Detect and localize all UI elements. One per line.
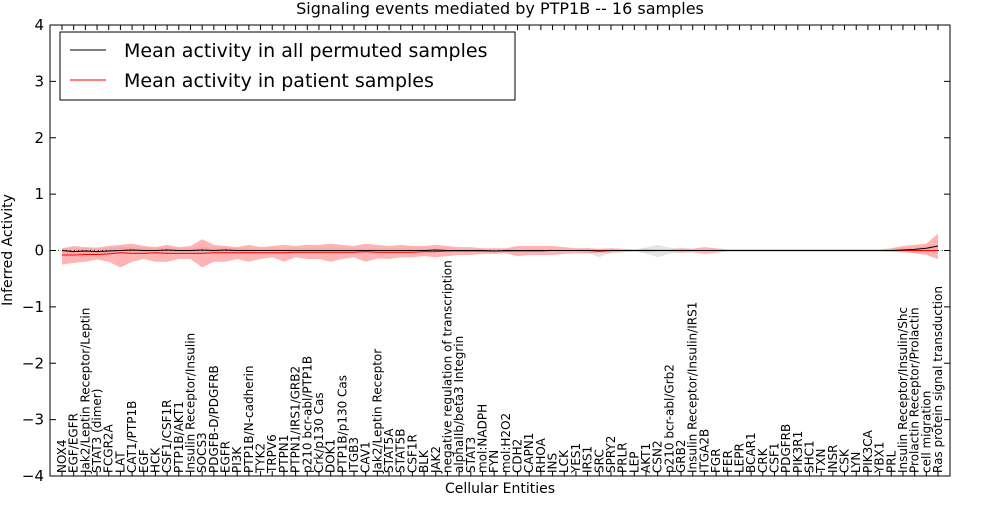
x-tick-label: Insulin Receptor/Insulin/Shc [896, 307, 910, 473]
x-tick-label: PTP1B/AKT1 [172, 401, 186, 473]
x-tick-label: CRK [756, 447, 770, 473]
x-tick-label: mol:NADPH [475, 404, 489, 473]
x-tick-label: AKT1 [639, 443, 653, 473]
x-tick-label: Jak2/Leptin Receptor/Leptin [78, 308, 92, 474]
x-tick-label: NOX4 [55, 439, 69, 473]
x-tick-label: CDH2 [511, 439, 525, 473]
x-tick-label: PRLR [616, 442, 630, 473]
x-tick-label: PTPN1/IRS1/GRB2 [289, 366, 303, 473]
x-tick-label: SPRY2 [604, 436, 618, 473]
y-tick-label: −4 [22, 467, 44, 485]
x-tick-label: CSF1/CSF1R [160, 400, 174, 473]
x-tick-label: YBX1 [873, 442, 887, 474]
legend: Mean activity in all permuted samples Me… [59, 31, 516, 101]
x-tick-label: Ras protein signal transduction [931, 286, 945, 473]
x-tick-label: SOCS3 [195, 432, 209, 473]
x-tick-label: STAT5A [382, 428, 396, 473]
x-tick-label: CSF1R [405, 434, 419, 473]
legend-box [59, 31, 516, 101]
x-tick-label: BLK [417, 449, 431, 473]
x-tick-label: SRC [592, 449, 606, 473]
x-tick-label: LEP [627, 451, 641, 473]
y-tick-label: 2 [34, 129, 44, 147]
x-tick-label: HCK [148, 447, 162, 473]
x-tick-label: GRB2 [674, 439, 688, 473]
legend-label-patient: Mean activity in patient samples [124, 70, 434, 92]
x-tick-label: PIK3R1 [791, 431, 805, 473]
x-tick-label: TRPV6 [265, 434, 279, 474]
x-axis-label: Cellular Entities [445, 481, 555, 497]
x-tick-label: Crk/p130 Cas [312, 392, 326, 473]
x-tick-label: cell migration [919, 391, 933, 473]
x-tick-label: PTPN1 [277, 435, 291, 473]
x-tick-label: p210 bcr-abl/Grb2 [662, 364, 676, 473]
y-tick-label: 1 [34, 185, 44, 203]
x-tick-label: LEPR [732, 443, 746, 473]
series-line-permuted [61, 245, 939, 253]
x-tick-label: LAT [113, 451, 127, 473]
x-tick-label: CSK [838, 448, 852, 473]
y-tick-label: 4 [34, 16, 44, 34]
x-tick-label: SHC1 [803, 440, 817, 473]
x-tick-label: FYN [487, 450, 501, 473]
y-axis-label: Inferred Activity [0, 194, 16, 306]
x-tick-label: BCAR1 [744, 432, 758, 473]
x-tick-label: FCGR2A [102, 423, 116, 473]
x-tick-label: FGR [709, 448, 723, 473]
y-tick-label: 3 [34, 72, 44, 90]
y-tick-label: −1 [22, 298, 44, 316]
x-tick-label: p210 bcr-abl/PTP1B [300, 356, 314, 473]
x-tick-label: PTP1B/p130 Cas [335, 375, 349, 473]
x-tick-label: CAV1 [359, 441, 373, 473]
x-tick-label: mol:H2O2 [499, 413, 513, 473]
x-tick-label: Insulin Receptor/Insulin [183, 333, 197, 473]
x-tick-label: Insulin Receptor/Insulin/IRS1 [686, 302, 700, 473]
x-tick-label: EGF/EGFR [67, 413, 81, 473]
chart-title: Signaling events mediated by PTP1B -- 16… [296, 0, 704, 18]
x-tick-label: INSR [826, 445, 840, 473]
x-tick-label: PDGFB-D/PDGFRB [207, 365, 221, 473]
x-tick-label: Prolactin Receptor/Prolactin [908, 307, 922, 473]
x-tick-label: EGFR [219, 441, 233, 473]
x-tick-label: PTP1B/N-cadherin [242, 366, 256, 473]
x-tick-label: YES1 [569, 443, 583, 474]
series-lines [50, 245, 950, 256]
x-tick-label: INS [546, 453, 560, 473]
legend-label-permuted: Mean activity in all permuted samples [124, 40, 487, 62]
x-tick-label: CSN2 [651, 440, 665, 473]
x-tick-label: RHOA [534, 437, 548, 473]
x-tick-label: PRL [884, 450, 898, 473]
x-tick-label: alphaIIb/beta3 Integrin [452, 336, 466, 473]
x-tick-label: PI3K [230, 446, 244, 473]
x-tick-label: TYK2 [254, 443, 268, 474]
y-axis: 4 3 2 1 0 −1 −2 −3 −4 [22, 16, 950, 485]
x-tick-label: JAK2 [429, 446, 443, 474]
x-tick-label: CSF1 [767, 442, 781, 473]
y-tick-label: −2 [22, 354, 44, 372]
x-tick-label: LCK [557, 449, 571, 473]
y-tick-label: 0 [34, 242, 44, 260]
y-tick-label: −3 [22, 411, 44, 429]
x-tick-label: TXN [814, 448, 828, 474]
x-tick-label: ITGA2B [697, 429, 711, 473]
x-tick-label: STAT3 (dimer) [90, 389, 104, 473]
x-tick-label: STAT5B [394, 429, 408, 474]
plot-frame [49, 24, 951, 477]
x-tick-label: PIK3CA [861, 429, 875, 473]
x-tick-label: CAT1/PTP1B [125, 401, 139, 473]
x-tick-label: STAT3 [464, 437, 478, 473]
x-tick-label: EGF [137, 449, 151, 473]
x-tick-label: LYN [849, 452, 863, 473]
x-tick-label: Jak2/Leptin Receptor [370, 349, 384, 474]
x-tick-label: FER [721, 450, 735, 473]
x-tick-label: PDGFRB [779, 424, 793, 473]
x-tick-label: negative regulation of transcription [440, 260, 454, 473]
x-tick-label: ITGB3 [347, 437, 361, 473]
x-tick-label: DOK1 [324, 439, 338, 473]
x-tick-label: IRS1 [581, 446, 595, 473]
x-tick-label: CAPN1 [522, 433, 536, 473]
